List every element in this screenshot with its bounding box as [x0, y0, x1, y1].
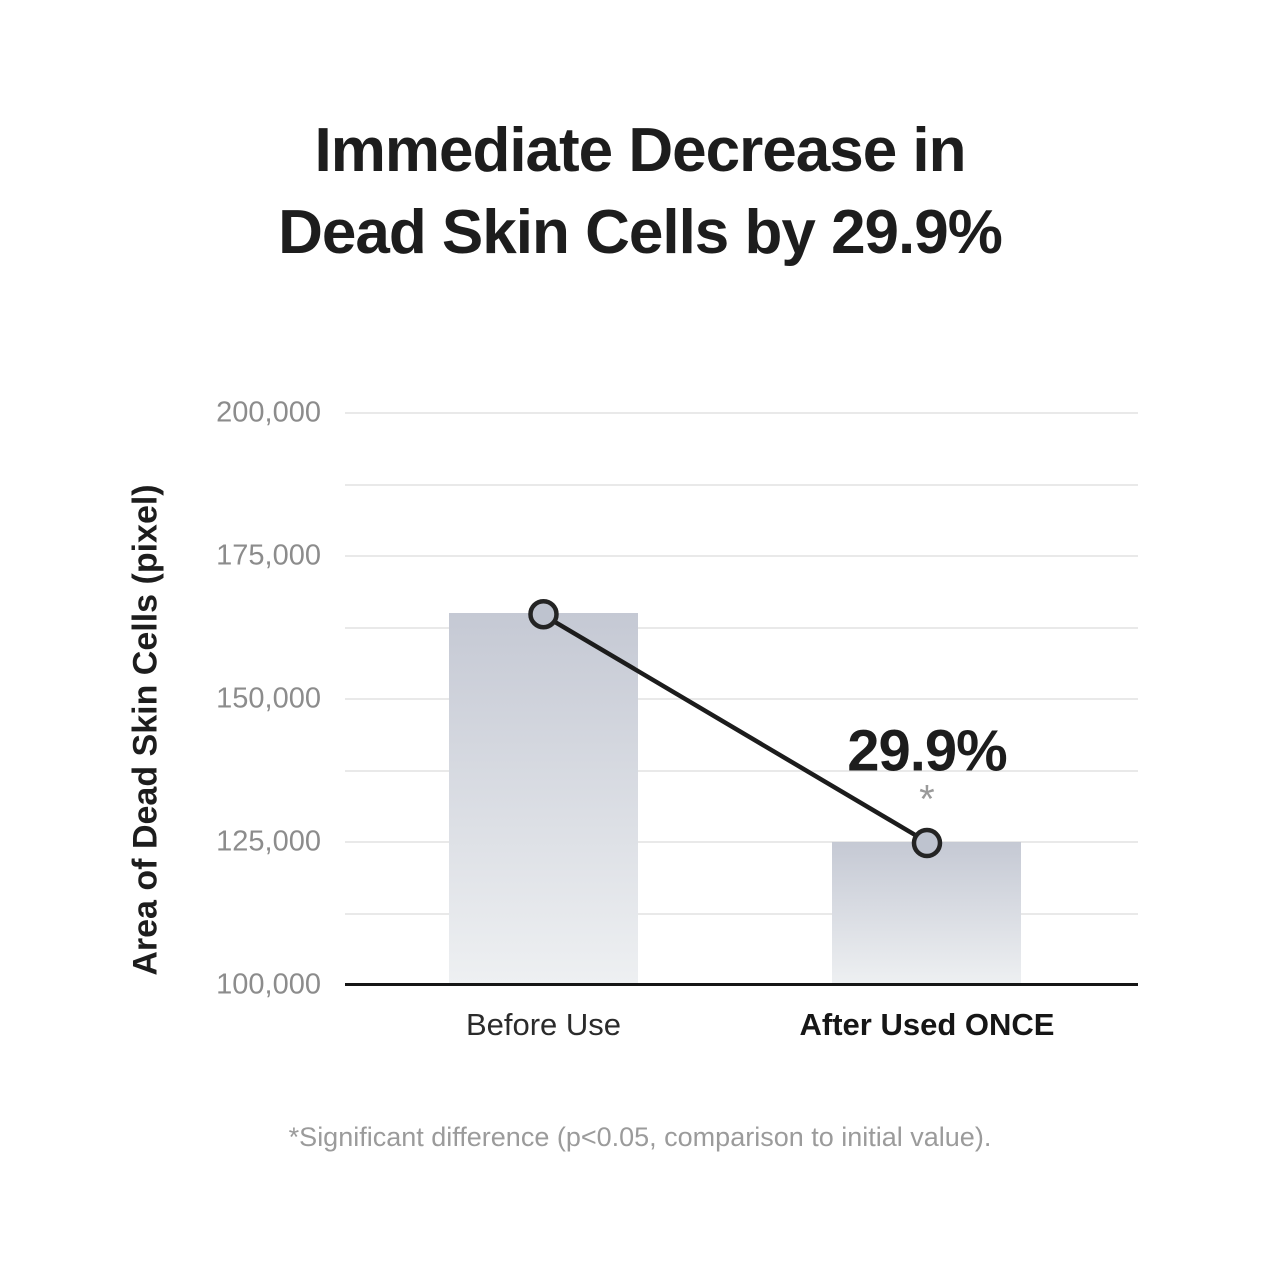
gridline: [345, 412, 1138, 414]
chart-title: Immediate Decrease in Dead Skin Cells by…: [0, 110, 1280, 274]
bar-before-use: [448, 613, 638, 985]
gridline: [345, 841, 1138, 843]
x-category-label: Before Use: [465, 1007, 622, 1042]
y-tick-label: 100,000: [216, 968, 321, 1001]
gridline: [345, 698, 1138, 700]
trend-line: [542, 613, 929, 844]
y-tick-label: 150,000: [216, 682, 321, 715]
data-point-marker: [911, 827, 943, 859]
gridline: [345, 912, 1138, 915]
y-tick-label: 175,000: [216, 539, 321, 572]
decrease-annotation: 29.9%: [847, 718, 1007, 784]
y-tick-label: 125,000: [216, 825, 321, 858]
y-axis-title: Area of Dead Skin Cells (pixel): [126, 484, 165, 976]
chart-title-line1: Immediate Decrease in: [314, 116, 966, 185]
y-tick-label: 200,000: [216, 396, 321, 429]
gridline: [345, 555, 1138, 557]
bar-after-used-once: [832, 842, 1022, 985]
x-axis-line: [345, 983, 1138, 986]
x-category-label: After Used ONCE: [799, 1007, 1055, 1042]
trend-overlay: [528, 598, 943, 859]
chart-title-line2: Dead Skin Cells by 29.9%: [278, 198, 1003, 267]
gridline: [345, 769, 1138, 772]
plot-area: 200,000 175,000 150,000 125,000 100,000 Befor…: [216, 397, 1138, 1042]
footnote: *Significant difference (p<0.05, compari…: [288, 1122, 992, 1152]
gridline: [345, 483, 1138, 486]
significance-asterisk: *: [919, 777, 935, 822]
gridline: [345, 626, 1138, 629]
data-point-marker: [528, 598, 559, 630]
